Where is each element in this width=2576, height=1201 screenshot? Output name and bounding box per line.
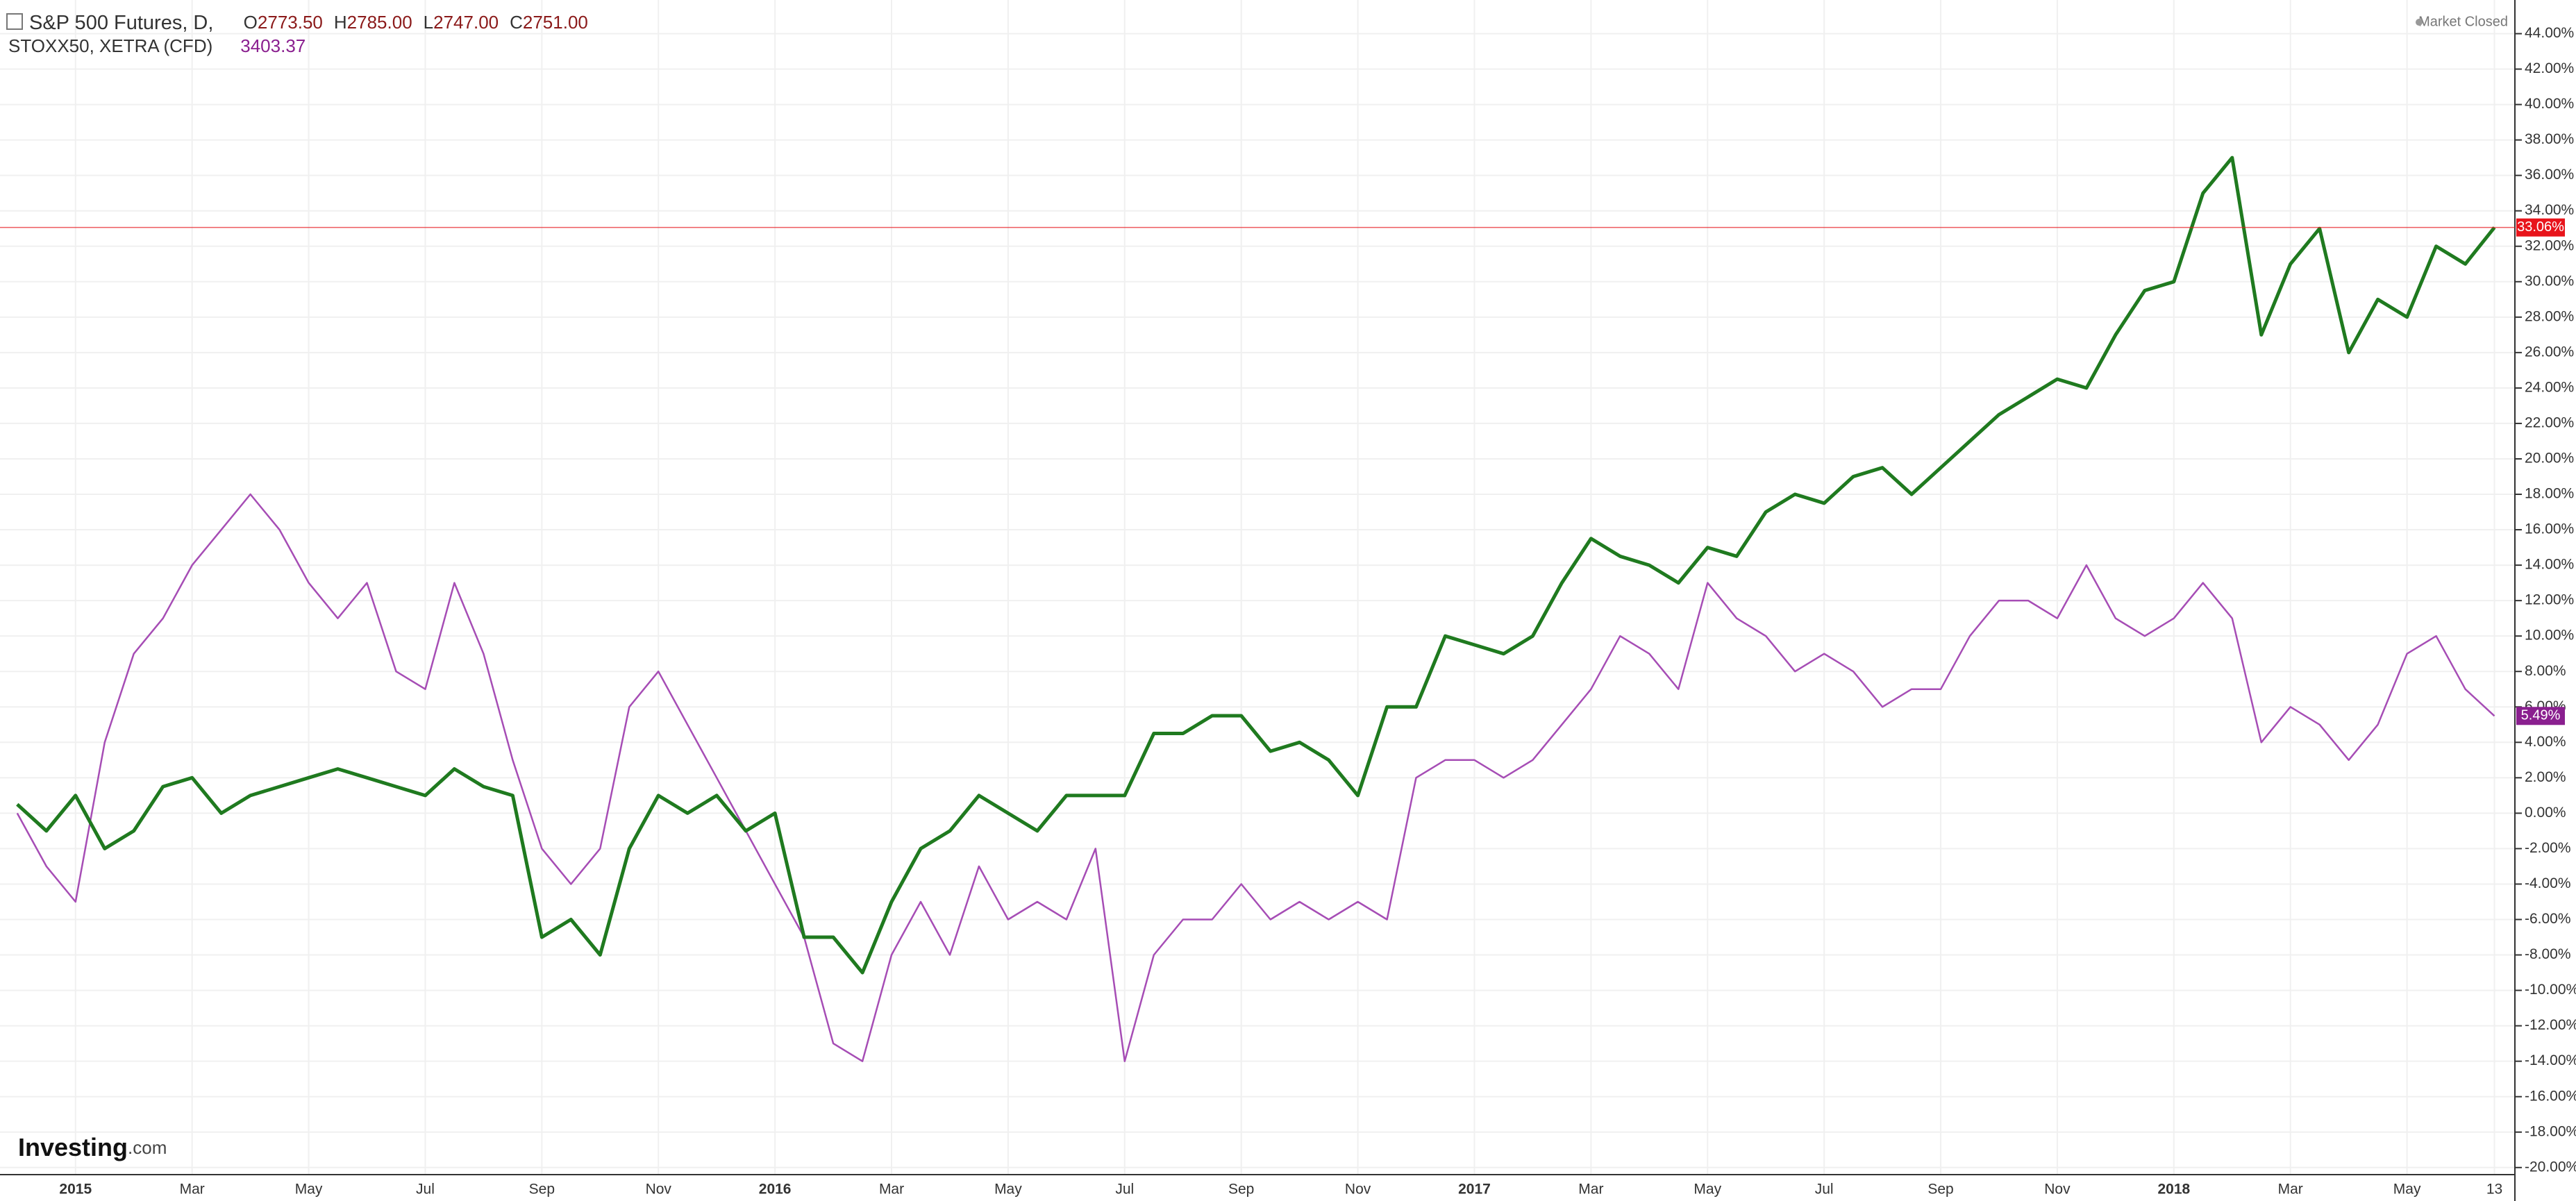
compare-value: 3403.37 [240, 35, 306, 56]
y-tick-label: -6.00% [2525, 911, 2571, 927]
y-tick-label: 36.00% [2525, 167, 2574, 183]
x-tick-label: 13 [2486, 1182, 2502, 1198]
x-tick-label: Mar [2278, 1182, 2303, 1198]
y-tick-label: 32.00% [2525, 237, 2574, 253]
y-tick-label: 2.00% [2525, 769, 2566, 785]
x-tick-label: Nov [2044, 1182, 2071, 1198]
logo-suffix: .com [128, 1137, 167, 1158]
x-tick-label: Jul [416, 1182, 435, 1198]
x-tick-label: 2016 [759, 1182, 792, 1198]
y-tick-label: -4.00% [2525, 875, 2571, 891]
last-value-box [2516, 707, 2565, 725]
y-tick-label: 30.00% [2525, 273, 2574, 289]
ohlc-value: 2773.50 [258, 12, 323, 33]
x-tick-label: Sep [1228, 1182, 1254, 1198]
market-status: Market Closed [2418, 14, 2508, 29]
status-dot [2416, 19, 2423, 26]
x-tick-label: Nov [1345, 1182, 1371, 1198]
ohlc-key: O [244, 12, 258, 33]
y-tick-label: 8.00% [2525, 663, 2566, 679]
y-tick-label: 22.00% [2525, 414, 2574, 430]
y-tick-label: 28.00% [2525, 308, 2574, 324]
y-tick-label: 12.00% [2525, 592, 2574, 608]
x-tick-label: Mar [879, 1182, 904, 1198]
ohlc-value: 2785.00 [347, 12, 412, 33]
y-tick-label: 26.00% [2525, 344, 2574, 360]
ohlc-key: H [334, 12, 347, 33]
ohlc-value: 2747.00 [433, 12, 499, 33]
ohlc-key: C [510, 12, 523, 33]
symbol-title: S&P 500 Futures, D, [29, 12, 213, 34]
compare-name: STOXX50, XETRA (CFD) [8, 35, 212, 56]
y-tick-label: 14.00% [2525, 557, 2574, 573]
grid [0, 0, 2515, 1175]
x-tick-label: 2018 [2157, 1182, 2190, 1198]
y-tick-label: 34.00% [2525, 202, 2574, 218]
y-tick-label: -8.00% [2525, 946, 2571, 962]
x-tick-label: May [295, 1182, 323, 1198]
x-tick-label: May [2393, 1182, 2421, 1198]
logo: Investing.com [18, 1133, 167, 1161]
y-tick-label: 4.00% [2525, 734, 2566, 750]
series-line [16, 493, 2495, 1062]
y-tick-label: 0.00% [2525, 805, 2566, 821]
x-tick-label: Jul [1815, 1182, 1834, 1198]
x-tick-label: Sep [1927, 1182, 1953, 1198]
x-tick-label: 2015 [59, 1182, 92, 1198]
header-row: S&P 500 Futures, D, O2773.50 H2785.00 L274… [29, 12, 588, 34]
last-value-box [2516, 218, 2565, 237]
y-tick-label: -2.00% [2525, 840, 2571, 856]
x-tick-label: 2017 [1458, 1182, 1491, 1198]
x-tick-label: Sep [529, 1182, 555, 1198]
x-tick-label: Nov [646, 1182, 672, 1198]
y-tick-label: 16.00% [2525, 521, 2574, 537]
y-tick-label: 44.00% [2525, 25, 2574, 41]
x-tick-label: Mar [1578, 1182, 1603, 1198]
last-value-label: 5.49% [2521, 708, 2561, 723]
x-tick-label: May [994, 1182, 1022, 1198]
x-tick-label: Mar [180, 1182, 205, 1198]
y-tick-label: 42.00% [2525, 60, 2574, 76]
x-tick-label: Jul [1115, 1182, 1134, 1198]
y-tick-label: 40.00% [2525, 96, 2574, 112]
y-tick-label: 24.00% [2525, 379, 2574, 395]
y-tick-label: -16.00% [2525, 1088, 2576, 1104]
logo-main: Investing [18, 1133, 128, 1161]
compare-row: STOXX50, XETRA (CFD) 3403.37 [8, 35, 306, 56]
y-tick-label: 20.00% [2525, 451, 2574, 467]
y-tick-label: 10.00% [2525, 628, 2574, 644]
y-tick-label: -10.00% [2525, 982, 2576, 998]
y-tick-label: -18.00% [2525, 1123, 2576, 1139]
y-tick-label: -12.00% [2525, 1017, 2576, 1033]
ohlc-value: 2751.00 [523, 12, 588, 33]
ohlc-key: L [424, 12, 433, 33]
y-tick-label: -14.00% [2525, 1052, 2576, 1068]
y-tick-label: 38.00% [2525, 131, 2574, 147]
y-tick-label: -20.00% [2525, 1159, 2576, 1175]
x-tick-label: May [1693, 1182, 1721, 1198]
last-value-label: 33.06% [2517, 219, 2564, 235]
y-tick-label: 18.00% [2525, 486, 2574, 502]
series-line [16, 156, 2496, 975]
collapse-icon[interactable] [6, 13, 23, 30]
